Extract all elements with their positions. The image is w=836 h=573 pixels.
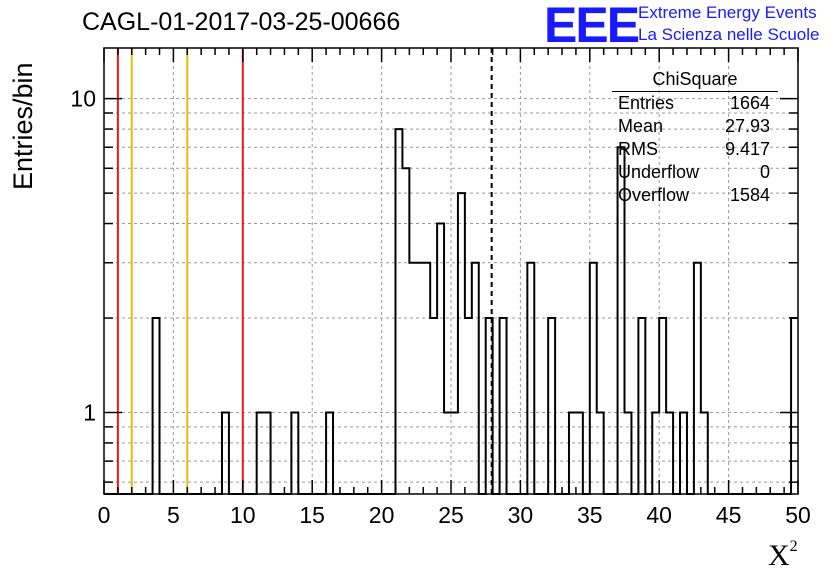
stats-value: 1664 [729,93,770,113]
y-tick-labels: 1 10 [70,86,96,426]
x-tick-label: 15 [299,502,325,528]
eee-logo: EEE [544,0,640,53]
histogram-bin [791,318,798,494]
histogram-bin [666,413,673,494]
histogram-bin [326,413,333,494]
stats-value: 1584 [729,185,770,205]
axis-ticks [103,48,799,494]
histogram-bin [423,263,430,494]
x-tick-label: 20 [369,502,395,528]
y-axis-label-wrap: Entries/bin [0,62,40,210]
stats-value: 9.417 [724,139,770,159]
vertical-markers [116,48,493,494]
stats-row-underflow: Underflow 0 [612,161,778,184]
x-tick-label: 5 [167,502,180,528]
histogram-bin [222,413,229,494]
stats-value: 0 [759,162,770,182]
histogram-bin [291,413,298,494]
x-tick-label: 25 [438,502,464,528]
histogram-bin [590,263,597,494]
histogram-bin [680,413,687,494]
histogram-bin [437,224,444,494]
y-axis-label: Entries/bin [8,62,38,190]
histogram-bin [701,413,708,494]
histogram-bin [500,318,507,494]
x-axis-label: X2 [768,538,798,573]
histogram-bin [465,318,472,494]
histogram-bin [451,413,458,494]
x-tick-label: 0 [98,502,111,528]
histogram-bin [576,413,583,494]
y-tick-label: 10 [70,86,96,112]
stats-row-mean: Mean 27.93 [612,115,778,138]
histogram-bin [153,318,160,494]
y-tick-label: 1 [83,400,96,426]
histogram-bin [264,413,271,494]
histogram-bin [597,413,604,494]
chart-title: CAGL-01-2017-03-25-00666 [82,8,401,36]
histogram-bin [430,318,437,494]
x-tick-label: 50 [785,502,811,528]
stats-label: Overflow [618,185,690,205]
histogram-bin [527,263,534,494]
x-tick-label: 30 [508,502,534,528]
logo-line-1: Extreme Energy Events [638,3,817,22]
histogram-bin [569,413,576,494]
logo-line-2: La Scienza nelle Scuole [638,25,820,44]
logo-caption: Extreme Energy Events La Scienza nelle S… [638,2,819,46]
histogram-bin [395,129,402,494]
stats-label: RMS [618,139,658,159]
stats-value: 27.93 [724,116,770,136]
histogram-bin [402,168,409,494]
stats-row-entries: Entries 1664 [612,92,778,115]
stats-label: Underflow [618,162,700,182]
histogram-bin [458,193,465,494]
x-tick-label: 40 [646,502,672,528]
histogram-bin [659,318,666,494]
histogram-bin [486,318,493,494]
stats-label: Entries [618,93,675,113]
stats-box-title: ChiSquare [612,68,778,92]
histogram-bin [472,263,479,494]
histogram-bin [257,413,264,494]
histogram-bin [694,263,701,494]
histogram-bin [625,413,632,494]
stats-row-overflow: Overflow 1584 [612,184,778,207]
x-axis-label-symbol: X [768,539,790,572]
stats-box: ChiSquare Entries 1664 Mean 27.93 RMS 9.… [612,68,778,207]
histogram-bin [548,318,555,494]
x-tick-label: 10 [230,502,256,528]
histogram-bin [444,413,451,494]
stats-label: Mean [618,116,664,136]
stats-row-rms: RMS 9.417 [612,138,778,161]
histogram-bin [638,318,645,494]
histogram-bin [652,413,659,494]
x-tick-label: 45 [716,502,742,528]
x-tick-labels: 0 5 10 15 20 25 30 35 40 45 50 [98,502,811,528]
histogram-bin [409,263,416,494]
histogram-bin [416,263,423,494]
x-tick-label: 35 [577,502,603,528]
x-axis-label-superscript: 2 [789,538,798,555]
